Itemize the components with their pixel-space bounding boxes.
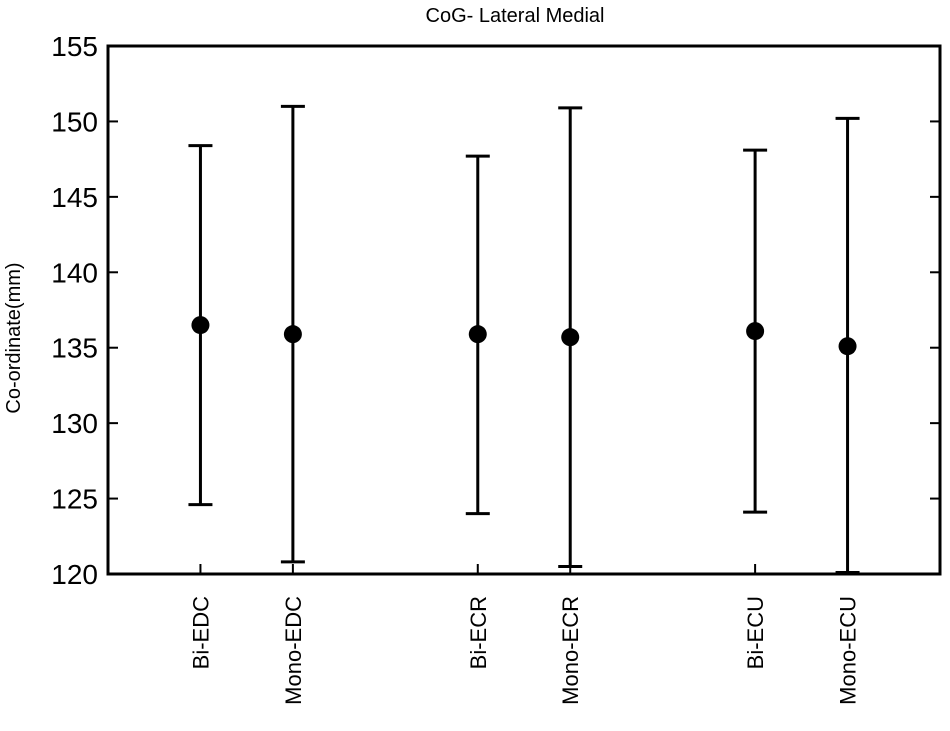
x-tick-label: Bi-ECR bbox=[466, 596, 491, 669]
mean-point bbox=[468, 325, 487, 344]
y-tick-label: 155 bbox=[51, 31, 98, 62]
x-tick-label: Bi-ECU bbox=[743, 596, 768, 669]
x-tick-label: Mono-ECU bbox=[836, 596, 861, 705]
y-axis-label: Co-ordinate(mm) bbox=[3, 262, 25, 413]
x-tick-label: Mono-ECR bbox=[558, 596, 583, 705]
mean-point bbox=[746, 322, 765, 341]
y-tick-label: 140 bbox=[51, 257, 98, 288]
chart-title: CoG- Lateral Medial bbox=[426, 5, 605, 27]
y-tick-label: 125 bbox=[51, 484, 98, 515]
mean-point bbox=[561, 328, 580, 347]
plot-area: 120 125 130 135 140 145 150 155 Bi-EDC Mono-EDC Bi… bbox=[51, 31, 942, 705]
y-tick-label: 145 bbox=[51, 182, 98, 213]
y-tick-label: 120 bbox=[51, 559, 98, 590]
mean-point bbox=[283, 325, 302, 344]
plot-frame bbox=[106, 44, 942, 576]
x-tick-label: Bi-EDC bbox=[188, 596, 213, 669]
x-tick-label: Mono-EDC bbox=[281, 596, 306, 705]
mean-point bbox=[191, 316, 210, 335]
mean-point bbox=[838, 337, 857, 356]
y-tick-label: 135 bbox=[51, 333, 98, 364]
y-tick-label: 150 bbox=[51, 106, 98, 137]
y-tick-label: 130 bbox=[51, 408, 98, 439]
